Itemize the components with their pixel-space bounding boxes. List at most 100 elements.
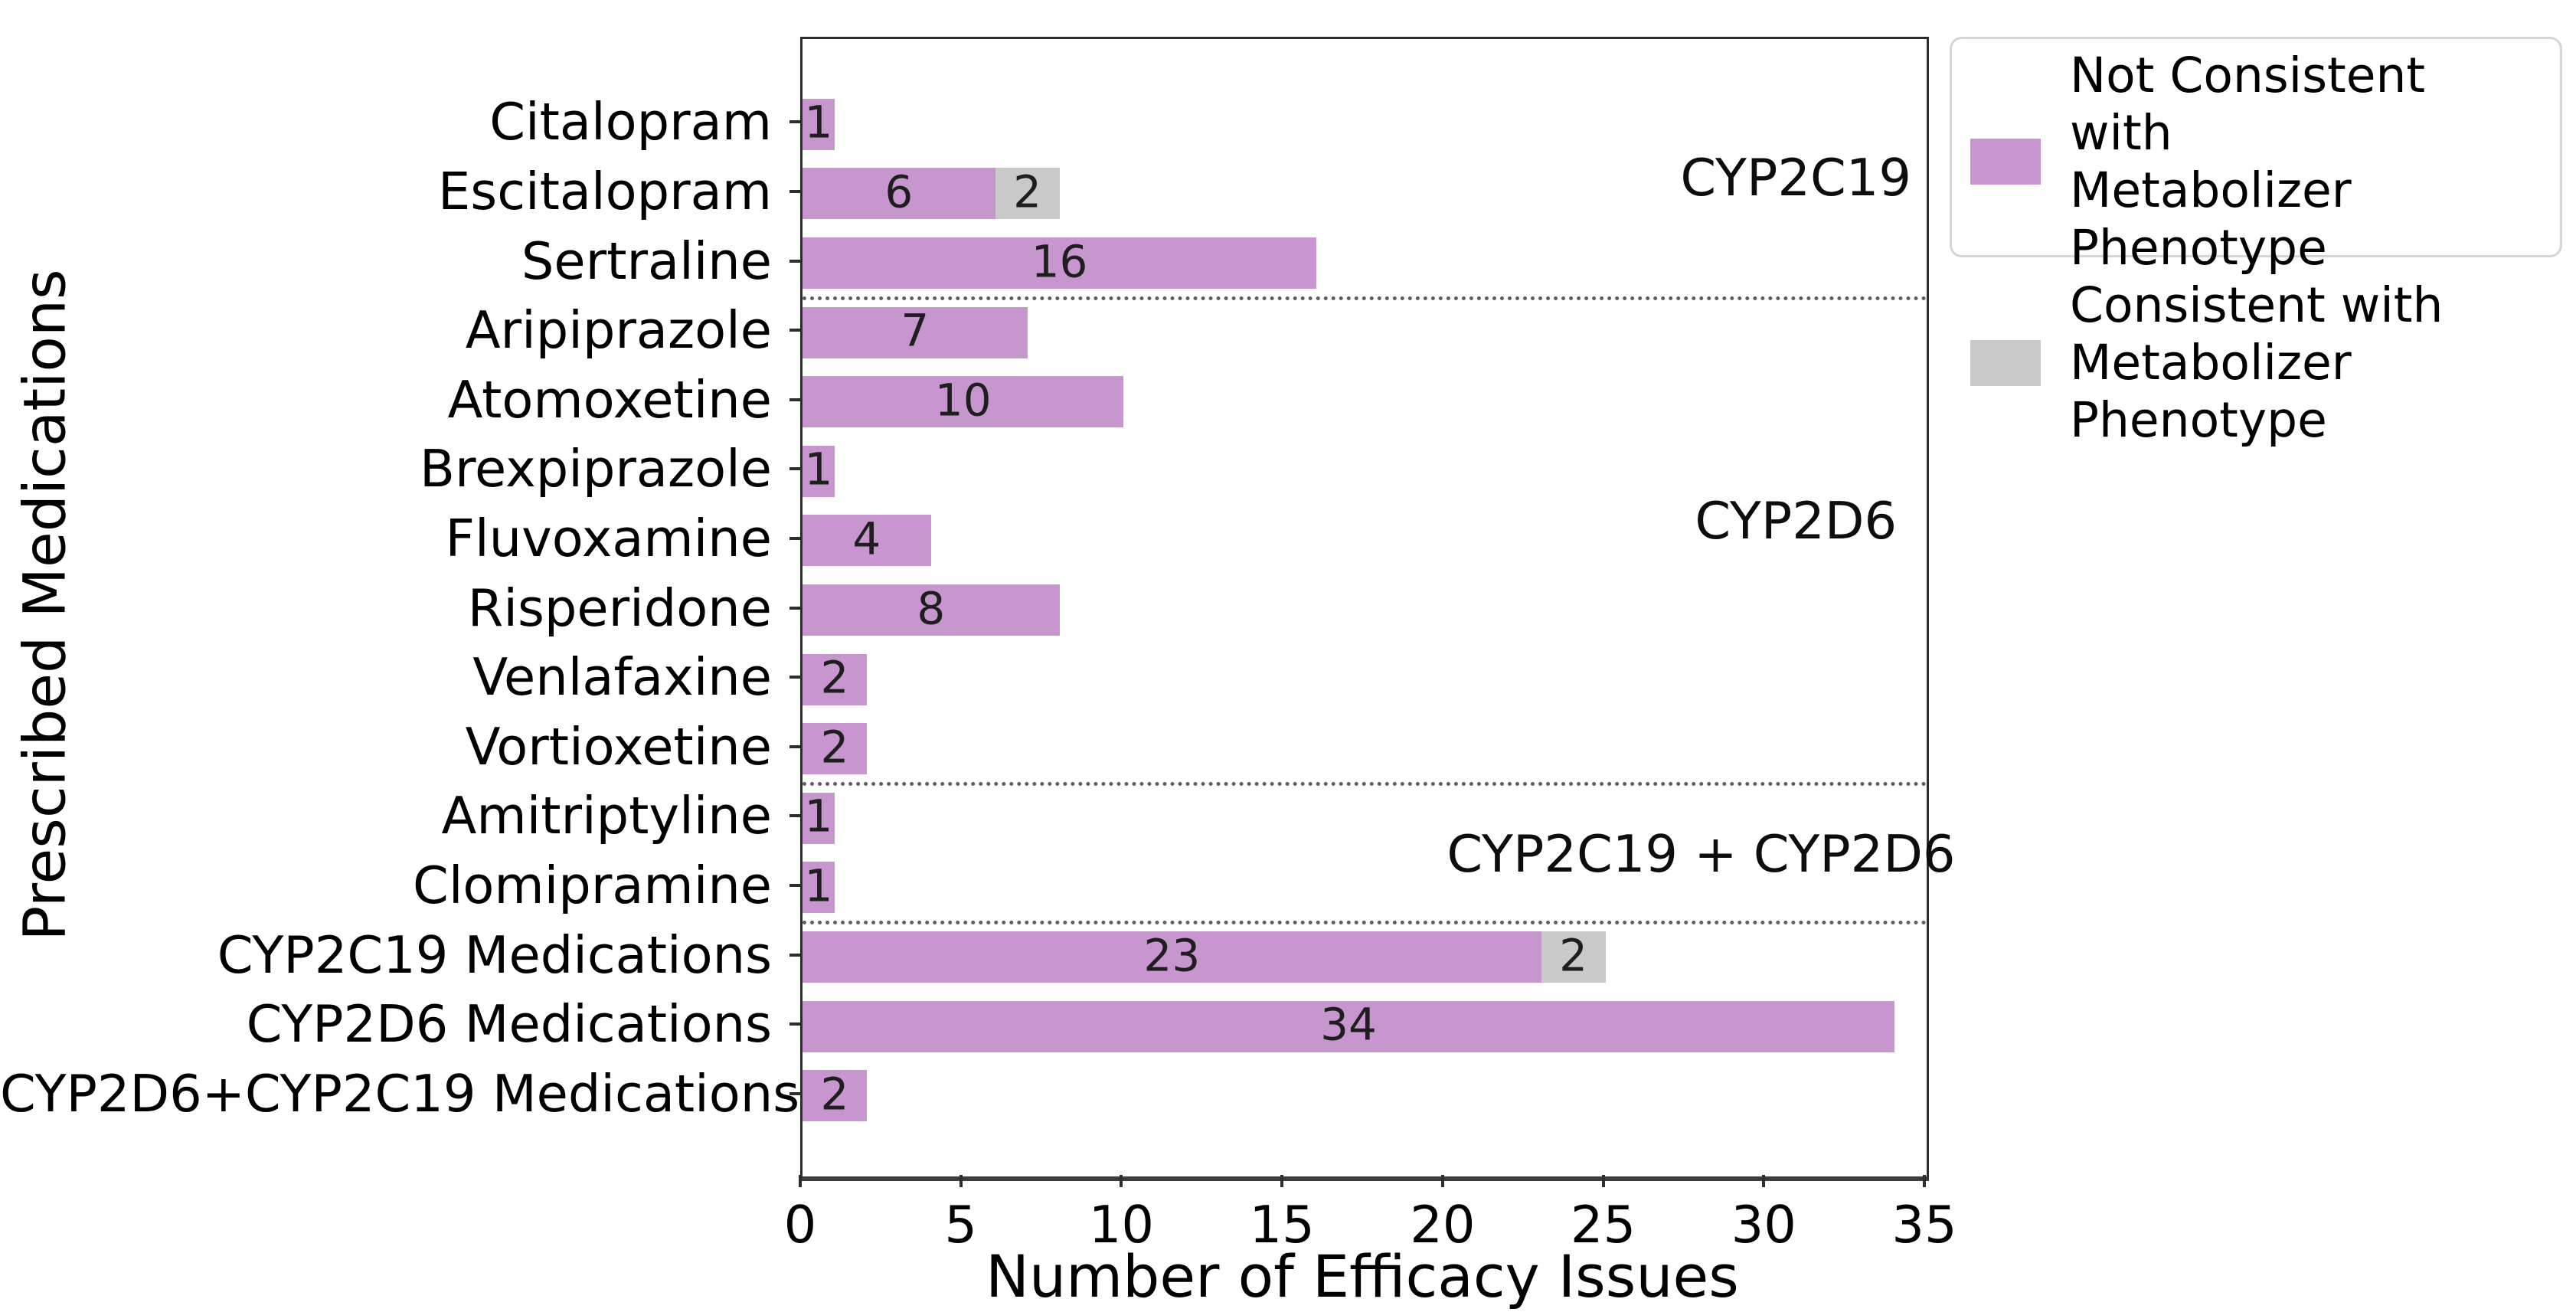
y-tick-label: Amitriptyline xyxy=(441,786,772,846)
bar-value-label: 16 xyxy=(1031,234,1088,287)
legend-entry-consistent: Consistent with Metabolizer Phenotype xyxy=(1970,276,2542,449)
bar-value-label: 2 xyxy=(1559,928,1588,981)
plot-area: 1 6 2 16 7 10 1 4 8 2 2 1 1 23 2 34 2 xyxy=(800,37,1929,1181)
y-tick-mark xyxy=(789,883,800,887)
bar-segment-not-consistent xyxy=(803,1000,1895,1052)
legend-entry-not-consistent: Not Consistent with Metabolizer Phenotype xyxy=(1970,47,2542,276)
y-tick-label: Brexpiprazole xyxy=(419,439,772,499)
bar-value-label: 34 xyxy=(1320,998,1377,1051)
x-tick-label: 5 xyxy=(944,1195,978,1255)
x-tick-mark xyxy=(959,1175,963,1187)
bar-segment-consistent xyxy=(995,168,1060,220)
bar-value-label: 1 xyxy=(804,96,833,149)
bar-value-label: 2 xyxy=(820,1067,849,1120)
y-tick-label: Citalopram xyxy=(489,92,772,152)
bar-segment-not-consistent xyxy=(803,168,995,220)
x-tick-label: 0 xyxy=(783,1195,817,1255)
x-tick-mark xyxy=(1923,1175,1926,1187)
bar-segment-not-consistent xyxy=(803,98,835,150)
bar-segment-not-consistent xyxy=(803,237,1317,289)
group-separator-line xyxy=(803,921,1927,925)
legend-label-line: Metabolizer Phenotype xyxy=(2070,335,2352,448)
bar-segment-consistent xyxy=(1541,931,1606,983)
bar-value-label: 7 xyxy=(901,304,930,357)
y-tick-label: Escitalopram xyxy=(437,161,772,221)
bar-value-label: 1 xyxy=(804,859,833,912)
bar-value-label: 1 xyxy=(804,443,833,496)
y-tick-mark xyxy=(789,814,800,818)
bar-value-label: 23 xyxy=(1143,928,1201,981)
y-tick-label: Risperidone xyxy=(467,577,772,638)
bar-value-label: 8 xyxy=(917,581,946,634)
legend-label-line: Consistent with xyxy=(2070,277,2444,333)
x-tick-label: 35 xyxy=(1891,1195,1957,1255)
bar-segment-not-consistent xyxy=(803,1070,867,1122)
group-separator-line xyxy=(803,782,1927,786)
legend-swatch-gray-icon xyxy=(1970,339,2041,386)
y-tick-mark xyxy=(789,1091,800,1095)
group-annotation-cyp2d6: CYP2D6 xyxy=(1695,491,1898,551)
legend-swatch-purple-icon xyxy=(1970,139,2041,185)
x-axis-title: Number of Efficacy Issues xyxy=(986,1242,1739,1310)
x-tick-mark xyxy=(1280,1175,1284,1187)
bar-segment-not-consistent xyxy=(803,515,931,567)
y-tick-mark xyxy=(789,120,800,124)
x-tick-mark xyxy=(799,1175,802,1187)
y-tick-mark xyxy=(789,676,800,679)
y-tick-mark xyxy=(789,398,800,401)
y-tick-mark xyxy=(789,536,800,540)
y-tick-label: Aripiprazole xyxy=(465,300,772,361)
x-tick-label: 15 xyxy=(1249,1195,1315,1255)
y-tick-mark xyxy=(789,467,800,471)
x-tick-mark xyxy=(1762,1175,1766,1187)
x-tick-label: 20 xyxy=(1410,1195,1476,1255)
y-tick-label: Venlafaxine xyxy=(472,647,772,708)
y-tick-mark xyxy=(789,1022,800,1026)
y-tick-mark xyxy=(789,744,800,748)
bar-segment-not-consistent xyxy=(803,653,867,705)
y-tick-label: CYP2C19 Medications xyxy=(217,924,772,985)
bar-segment-not-consistent xyxy=(803,306,1028,358)
group-separator-line xyxy=(803,296,1927,300)
y-tick-label: CYP2D6+CYP2C19 Medications xyxy=(0,1063,800,1124)
bar-segment-not-consistent xyxy=(803,792,835,844)
bar-value-label: 2 xyxy=(820,720,849,773)
legend-label-not-consistent: Not Consistent with Metabolizer Phenotype xyxy=(2070,47,2542,276)
y-tick-label: Atomoxetine xyxy=(447,369,773,430)
bar-segment-not-consistent xyxy=(803,376,1124,428)
bar-value-label: 2 xyxy=(1013,165,1042,218)
y-tick-label: Fluvoxamine xyxy=(445,508,772,568)
x-tick-mark xyxy=(1440,1175,1444,1187)
x-tick-mark xyxy=(1120,1175,1123,1187)
x-tick-mark xyxy=(1601,1175,1605,1187)
legend-label-line: Metabolizer Phenotype xyxy=(2070,162,2352,276)
y-tick-label: Vortioxetine xyxy=(465,716,772,777)
bar-segment-not-consistent xyxy=(803,862,835,914)
y-tick-mark xyxy=(789,259,800,263)
legend-label-line: Not Consistent with xyxy=(2070,47,2426,161)
bar-value-label: 2 xyxy=(820,651,849,704)
bar-value-label: 1 xyxy=(804,790,833,842)
y-tick-mark xyxy=(789,953,800,957)
bar-value-label: 4 xyxy=(852,512,881,565)
x-tick-label: 25 xyxy=(1570,1195,1636,1255)
bar-value-label: 10 xyxy=(934,373,992,426)
legend: Not Consistent with Metabolizer Phenotype… xyxy=(1950,37,2562,448)
y-tick-mark xyxy=(789,329,800,332)
bar-segment-not-consistent xyxy=(803,584,1060,636)
bar-segment-not-consistent xyxy=(803,723,867,775)
group-annotation-cyp2c19: CYP2C19 xyxy=(1680,147,1912,208)
y-tick-mark xyxy=(789,606,800,610)
y-tick-label: Sertraline xyxy=(521,231,772,291)
group-annotation-cyp2c19-cyp2d6: CYP2C19 + CYP2D6 xyxy=(1447,824,1956,885)
y-tick-label: CYP2D6 Medications xyxy=(246,994,772,1055)
x-tick-label: 30 xyxy=(1731,1195,1796,1255)
x-tick-label: 10 xyxy=(1088,1195,1155,1255)
bar-value-label: 6 xyxy=(884,165,914,218)
legend-label-consistent: Consistent with Metabolizer Phenotype xyxy=(2070,276,2542,449)
y-tick-mark xyxy=(789,189,800,193)
bar-segment-not-consistent xyxy=(803,445,835,497)
bar-segment-not-consistent xyxy=(803,931,1541,983)
y-tick-label: Clomipramine xyxy=(413,855,772,915)
